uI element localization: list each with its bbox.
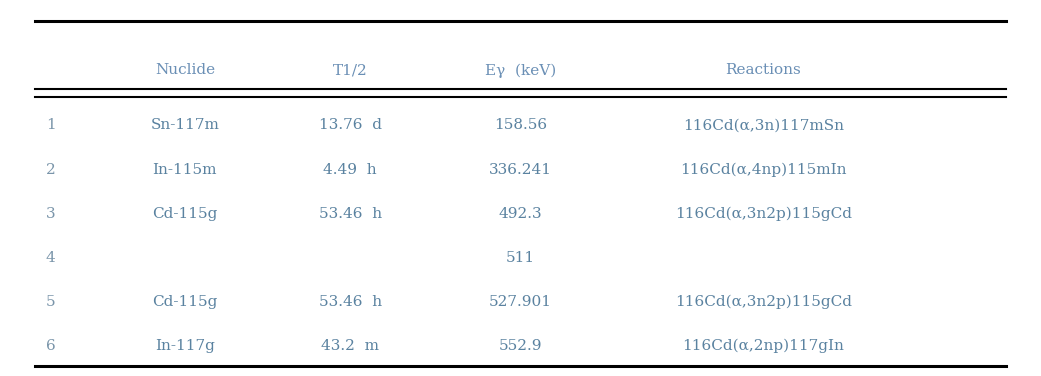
Text: 492.3: 492.3	[499, 207, 542, 221]
Text: 43.2  m: 43.2 m	[321, 339, 379, 353]
Text: 116Cd(α,3n)117mSn: 116Cd(α,3n)117mSn	[683, 118, 843, 132]
Text: Nuclide: Nuclide	[155, 63, 214, 77]
Text: 116Cd(α,4np)115mIn: 116Cd(α,4np)115mIn	[680, 162, 846, 177]
Text: 5: 5	[46, 295, 55, 309]
Text: Eγ  (keV): Eγ (keV)	[485, 63, 556, 77]
Text: 2: 2	[46, 162, 55, 177]
Text: 53.46  h: 53.46 h	[319, 295, 382, 309]
Text: 53.46  h: 53.46 h	[319, 207, 382, 221]
Text: 158.56: 158.56	[493, 118, 548, 132]
Text: 527.901: 527.901	[489, 295, 552, 309]
Text: 3: 3	[46, 207, 55, 221]
Text: 511: 511	[506, 251, 535, 265]
Text: 336.241: 336.241	[489, 162, 552, 177]
Text: 1: 1	[46, 118, 55, 132]
Text: 4: 4	[46, 251, 55, 265]
Text: Cd-115g: Cd-115g	[152, 207, 218, 221]
Text: In-115m: In-115m	[153, 162, 218, 177]
Text: Cd-115g: Cd-115g	[152, 295, 218, 309]
Text: T1/2: T1/2	[333, 63, 367, 77]
Text: 6: 6	[46, 339, 55, 353]
Text: 116Cd(α,3n2p)115gCd: 116Cd(α,3n2p)115gCd	[675, 295, 852, 309]
Text: 552.9: 552.9	[499, 339, 542, 353]
Text: 4.49  h: 4.49 h	[324, 162, 377, 177]
Text: 116Cd(α,2np)117gIn: 116Cd(α,2np)117gIn	[682, 339, 844, 353]
Text: Sn-117m: Sn-117m	[151, 118, 220, 132]
Text: 116Cd(α,3n2p)115gCd: 116Cd(α,3n2p)115gCd	[675, 206, 852, 221]
Text: Reactions: Reactions	[726, 63, 802, 77]
Text: 13.76  d: 13.76 d	[319, 118, 382, 132]
Text: In-117g: In-117g	[155, 339, 214, 353]
